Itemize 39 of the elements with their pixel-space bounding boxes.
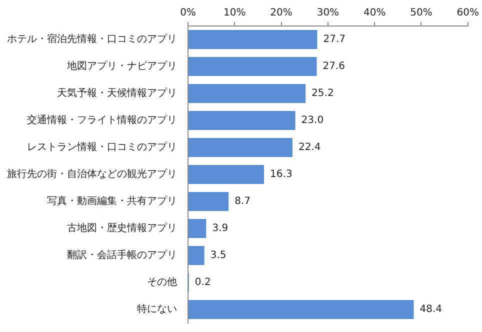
y-tick-label: 特にない xyxy=(137,303,177,316)
data-label: 8.7 xyxy=(234,196,250,208)
y-tick-label: 地図アプリ・ナビアプリ xyxy=(66,60,177,72)
x-tick-label: 50% xyxy=(410,8,432,19)
bar xyxy=(188,57,317,76)
x-tick-label: 40% xyxy=(363,8,386,19)
data-label: 27.7 xyxy=(323,34,346,46)
y-tick-label: 翻訳・会話手帳のアプリ xyxy=(67,249,177,262)
y-tick-label: ホテル・宿泊先情報・口コミのアプリ xyxy=(7,33,177,46)
bar xyxy=(188,246,204,265)
x-tick-label: 0% xyxy=(180,8,196,19)
y-tick-label: 天気予報・天候情報アプリ xyxy=(57,87,177,100)
data-label: 3.9 xyxy=(212,223,228,234)
y-tick-label: 古地図・歴史情報アプリ xyxy=(67,222,177,234)
data-label: 25.2 xyxy=(312,88,334,100)
bar xyxy=(188,138,292,157)
data-label: 22.4 xyxy=(298,142,321,154)
y-tick-label: 写真・動画編集・共有アプリ xyxy=(47,195,177,208)
y-tick-label: 旅行先の街・自治体などの観光アプリ xyxy=(7,168,177,180)
bar xyxy=(188,84,306,103)
bar xyxy=(188,165,264,184)
y-tick-label: その他 xyxy=(147,276,177,288)
data-label: 23.0 xyxy=(301,115,324,126)
x-tick-label: 60% xyxy=(456,8,480,19)
y-tick-label: 交通情報・フライト情報のアプリ xyxy=(27,114,177,126)
data-label: 16.3 xyxy=(270,169,292,180)
bar xyxy=(188,300,414,319)
data-label: 48.4 xyxy=(420,304,442,316)
data-label: 3.5 xyxy=(210,250,226,262)
x-tick-label: 30% xyxy=(316,8,340,19)
data-label: 27.6 xyxy=(322,61,346,72)
x-tick-label: 20% xyxy=(270,8,292,19)
y-tick-label: レストラン情報・口コミのアプリ xyxy=(27,141,177,154)
bar xyxy=(188,192,229,211)
bar xyxy=(188,111,296,130)
x-tick-label: 10% xyxy=(224,8,246,19)
data-label: 0.2 xyxy=(194,277,211,288)
bar xyxy=(188,30,318,49)
bar xyxy=(188,219,206,238)
